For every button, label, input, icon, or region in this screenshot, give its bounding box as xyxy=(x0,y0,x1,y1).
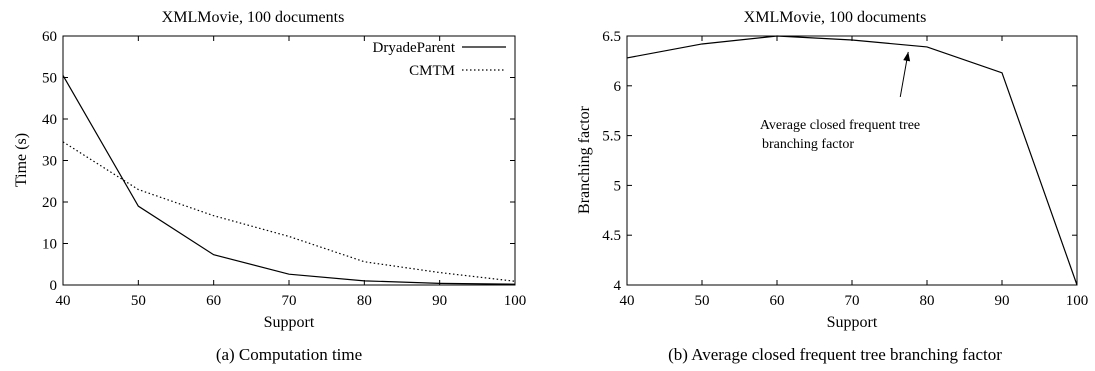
y-tick-label: 5.5 xyxy=(602,129,621,145)
x-tick-label: 100 xyxy=(504,293,527,309)
y-tick-label: 6 xyxy=(614,79,622,95)
y-axis-label: Branching factor xyxy=(576,105,593,214)
y-tick-label: 0 xyxy=(50,278,58,294)
x-tick-label: 60 xyxy=(770,293,785,309)
chart-branching-factor: XMLMovie, 100 documents 40 50 60 70 80 90 100 4… xyxy=(576,9,1088,364)
x-tick-label: 70 xyxy=(845,293,860,309)
annotation-line-1: Average closed frequent tree xyxy=(760,118,920,133)
legend: DryadeParent CMTM xyxy=(373,40,506,79)
x-tick-label: 90 xyxy=(432,293,447,309)
y-axis-label: Time (s) xyxy=(13,133,30,187)
x-tick-label: 70 xyxy=(282,293,297,309)
x-tick-label: 90 xyxy=(995,293,1010,309)
plot-frame xyxy=(62,35,516,286)
y-tick-label: 40 xyxy=(42,112,57,128)
y-tick-label: 4 xyxy=(614,278,622,294)
x-tick-label: 40 xyxy=(620,293,635,309)
chart-title: XMLMovie, 100 documents xyxy=(744,9,927,26)
x-tick-label: 80 xyxy=(357,293,372,309)
x-tick-label: 40 xyxy=(56,293,71,309)
chart-computation-time: XMLMovie, 100 documents 40 50 60 70 80 90 100 0… xyxy=(13,9,526,364)
plot-frame xyxy=(626,35,1078,286)
y-tick-label: 5 xyxy=(614,178,622,194)
annotation: Average closed frequent tree branching f… xyxy=(760,51,920,152)
x-tick-label: 80 xyxy=(920,293,935,309)
caption-a: (a) Computation time xyxy=(216,345,362,364)
y-tick-label: 6.5 xyxy=(602,29,621,45)
x-axis-label: Support xyxy=(827,314,878,331)
legend-label-cmtm: CMTM xyxy=(409,63,455,79)
annotation-line-2: branching factor xyxy=(762,137,854,152)
y-tick-label: 20 xyxy=(42,195,57,211)
y-tick-label: 50 xyxy=(42,71,57,87)
series-line-series-0 xyxy=(626,35,1078,286)
legend-label-dryadeparent: DryadeParent xyxy=(373,40,456,56)
caption-b: (b) Average closed frequent tree branchi… xyxy=(668,345,1002,364)
x-axis-label: Support xyxy=(264,314,315,331)
y-tick-label: 10 xyxy=(42,237,57,253)
x-tick-label: 50 xyxy=(131,293,146,309)
y-tick-label: 30 xyxy=(42,154,57,170)
series-line-cmtm xyxy=(62,141,516,282)
x-tick-label: 100 xyxy=(1066,293,1089,309)
y-tick-label: 60 xyxy=(42,29,57,45)
y-tick-label: 4.5 xyxy=(602,228,621,244)
x-tick-label: 60 xyxy=(206,293,221,309)
series-line-dryadeparent xyxy=(62,75,516,285)
x-tick-label: 50 xyxy=(695,293,710,309)
annotation-arrowhead xyxy=(903,51,911,62)
chart-title: XMLMovie, 100 documents xyxy=(162,9,345,26)
